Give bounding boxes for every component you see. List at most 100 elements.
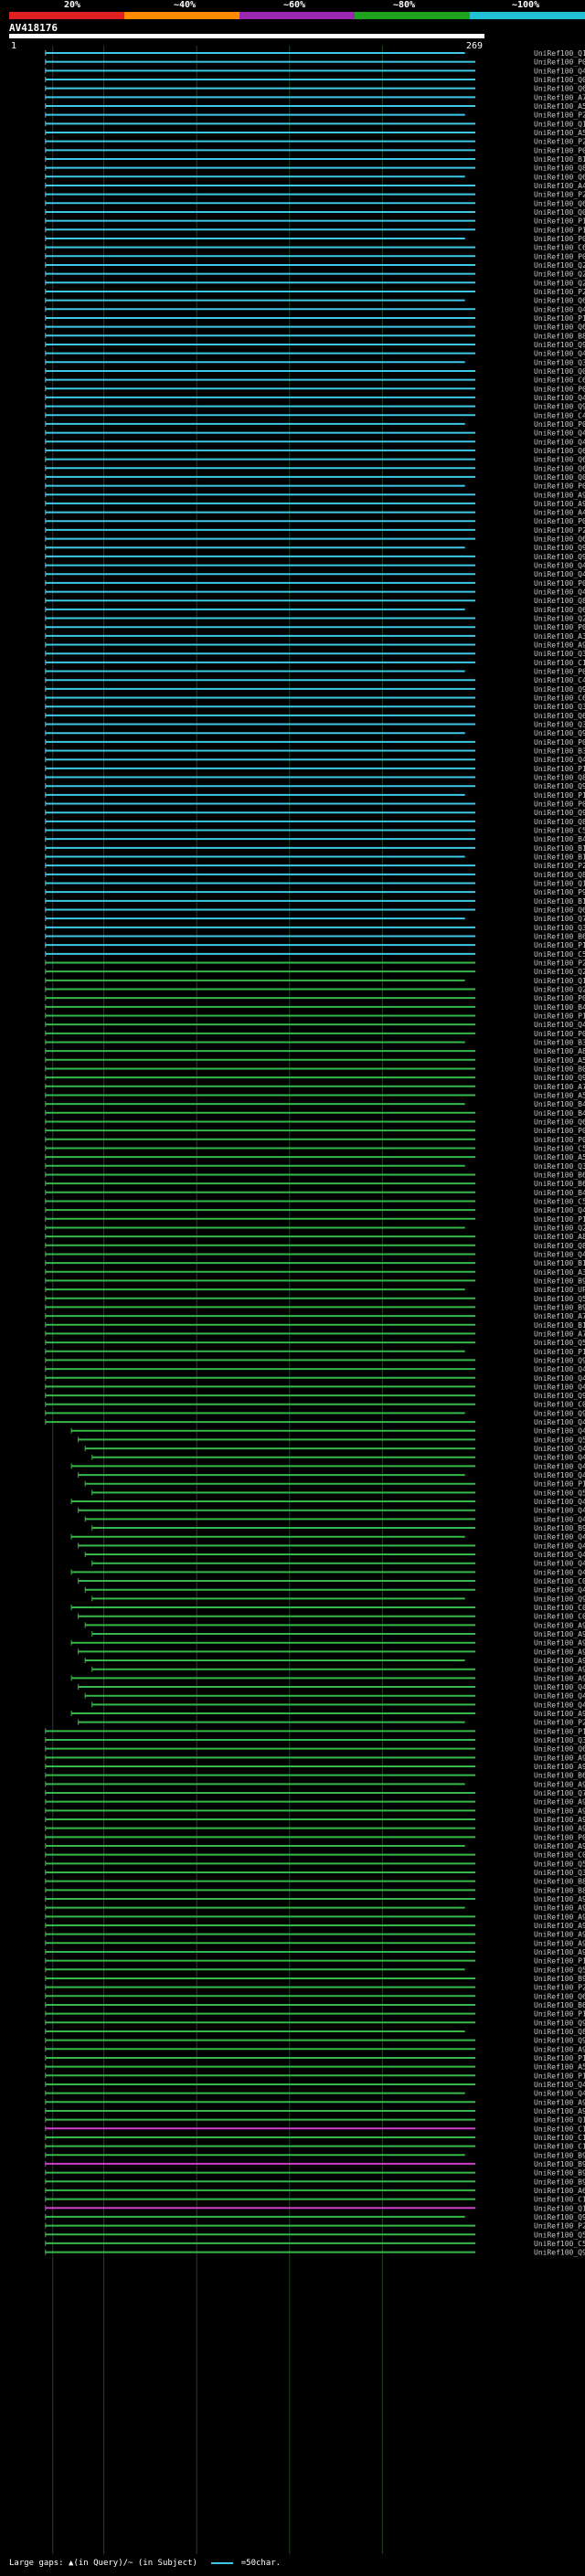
hit-label: UniRef100_P12470 xyxy=(534,314,585,323)
hit-label: UniRef100_B8G155 xyxy=(534,332,585,340)
hit-label: UniRef100_C1K587 xyxy=(534,2134,585,2142)
hit-label: UniRef100_A4F3R4 xyxy=(534,509,585,517)
hit-row: UniRef100_Q4VVR8 xyxy=(45,1383,585,1391)
large-gaps-note: Large gaps: ▲(in Query)/~ (in Subject) xyxy=(9,2559,197,2568)
hit-row: UniRef100_Q04686 xyxy=(45,208,585,217)
hit-row: UniRef100_Q4VVS8 xyxy=(70,1462,585,1470)
hit-label: UniRef100_P04159 xyxy=(534,1833,585,1841)
hit-label: UniRef100_A5BK14 xyxy=(534,1056,585,1065)
hit-label: UniRef100_P14276 xyxy=(534,2010,585,2019)
hit-label: UniRef100_Q9Y1R6 xyxy=(534,2249,585,2257)
hit-label: UniRef100_Q677F6 xyxy=(534,1118,585,1126)
hit-row: UniRef100_A9NLC1 xyxy=(45,1948,585,1956)
hit-row: UniRef100_Q9C5R6 xyxy=(45,809,585,817)
hit-label: UniRef100_P04784 xyxy=(534,1127,585,1135)
hit-row: UniRef100_C6TR32 xyxy=(45,694,585,703)
hit-row: UniRef100_Q9ZJ45 xyxy=(45,403,585,411)
hit-label: UniRef100_Q40087 xyxy=(534,1250,585,1258)
hit-row: UniRef100_B6SZT9 xyxy=(45,1772,585,1780)
hit-label: UniRef100_A7PJV3 xyxy=(534,93,585,101)
hit-label: UniRef100_Q4VVS0 xyxy=(534,1551,585,1559)
hit-label: UniRef100_B9LOY1 xyxy=(534,2178,585,2186)
hit-row: UniRef100_A9NRP2 xyxy=(45,1780,585,1788)
hit-label: UniRef100_A9NL88 xyxy=(534,1939,585,1947)
hit-row: UniRef100_A9RBD5 xyxy=(45,1895,585,1903)
hit-row: UniRef100_Q41787 xyxy=(45,1021,585,1029)
legend-label: ~40% xyxy=(174,0,197,10)
hit-row: UniRef100_Q9ZP05 xyxy=(45,685,585,694)
hit-label: UniRef100_A5B514 xyxy=(534,1091,585,1099)
hit-row: UniRef100_B3GSX4 xyxy=(45,747,585,756)
hit-row: UniRef100_Q9ZP08 xyxy=(45,553,585,561)
hit-row: UniRef100_Q64446 xyxy=(45,85,585,93)
hit-label: UniRef100_A3F6K2 xyxy=(534,632,585,641)
hit-row: UniRef100_B6SZ08 xyxy=(45,1180,585,1188)
hit-row: UniRef100_Q24401 xyxy=(45,985,585,993)
hit-row: UniRef100_P08963 xyxy=(45,1136,585,1144)
hit-label: UniRef100_C6TR32 xyxy=(534,694,585,703)
hit-label: UniRef100_C1K5D0 xyxy=(534,659,585,667)
hit-row: UniRef100_A9NWZ3 xyxy=(45,1904,585,1913)
legend-label: ~60% xyxy=(283,0,306,10)
hit-row: UniRef100_Q39141 xyxy=(45,924,585,932)
hit-label: UniRef100_Q41961 xyxy=(534,67,585,75)
hit-label: UniRef100_Q8W159 xyxy=(534,774,585,782)
hit-row: UniRef100_Q9SQB7 xyxy=(45,782,585,790)
hit-label: UniRef100_A9RTS2 xyxy=(534,1842,585,1850)
hit-label: UniRef100_Q7Y1A1 xyxy=(534,915,585,923)
hit-label: UniRef100_A9NM38 xyxy=(534,1931,585,1939)
hit-label: UniRef100_P14277 xyxy=(534,765,585,773)
hit-row: UniRef100_A9NFD6 xyxy=(45,2045,585,2053)
hit-row: UniRef100_Q41424 xyxy=(45,438,585,446)
hit-row: UniRef100_Q64449 xyxy=(45,173,585,181)
legend-segment xyxy=(124,12,239,19)
hit-label: UniRef100_P04783 xyxy=(534,146,585,154)
hit-label: UniRef100_P09756 xyxy=(534,252,585,260)
hit-row: UniRef100_B0L805 xyxy=(45,1065,585,1073)
hit-row: UniRef100_Q15317 xyxy=(45,880,585,888)
hit-label: UniRef100_Q9ZP08 xyxy=(534,553,585,561)
hit-label: UniRef100_P12330 xyxy=(534,1215,585,1224)
hit-label: UniRef100_P27495 xyxy=(534,111,585,120)
hit-row: UniRef100_B4G143 xyxy=(45,1189,585,1197)
hit-row: UniRef100_Q8LKH9 xyxy=(45,164,585,173)
hit-label: UniRef100_P12333 xyxy=(534,226,585,234)
hit-label: UniRef100_A9NRS2 xyxy=(534,1754,585,1762)
hit-row: UniRef100_C1K589 xyxy=(45,2125,585,2133)
hit-label: UniRef100_P12471 xyxy=(534,1348,585,1356)
hit-row: UniRef100_P04777 xyxy=(45,800,585,809)
hit-row: UniRef100_P12470 xyxy=(45,314,585,323)
hit-label: UniRef100_Q40185 xyxy=(534,350,585,358)
hit-row: UniRef100_C0PFA6 xyxy=(45,1851,585,1860)
hit-label: UniRef100_Q64448 xyxy=(534,199,585,207)
hit-row: UniRef100_A3F6K2 xyxy=(45,632,585,641)
hit-row: UniRef100_C1K586 xyxy=(45,2143,585,2151)
hit-row: UniRef100_A7Q0B4 xyxy=(45,1312,585,1320)
hit-label: UniRef100_B4F8D9 xyxy=(534,1100,585,1108)
hit-row: UniRef100_B4F8D9 xyxy=(45,1100,585,1108)
hit-row: UniRef100_P10049 xyxy=(45,2054,585,2062)
hit-row: UniRef100_B8G155 xyxy=(45,332,585,340)
hit-label: UniRef100_C0PAQ4 xyxy=(534,1401,585,1409)
hit-row: UniRef100_Q4V771 xyxy=(84,1586,585,1595)
hit-label: UniRef100_B6SZ08 xyxy=(534,1180,585,1188)
hit-label: UniRef100_Q4VVR8 xyxy=(534,1383,585,1391)
hit-row: UniRef100_A9NNW9 xyxy=(70,1710,585,1718)
hit-label: UniRef100_A9NT08 xyxy=(534,1648,585,1656)
hit-row: UniRef100_P07371 xyxy=(45,668,585,676)
hit-row: UniRef100_B9LOY1 xyxy=(45,2178,585,2186)
hit-label: UniRef100_C4L2S1 xyxy=(534,411,585,419)
hit-row: UniRef100_Q59YW9 xyxy=(45,1966,585,1974)
hit-row: UniRef100_Q67700 xyxy=(45,297,585,305)
hit-label: UniRef100_B9G329 xyxy=(534,1277,585,1285)
hit-row: UniRef100_Q64442 xyxy=(45,606,585,614)
hit-row: UniRef100_B9N8N2 xyxy=(45,2151,585,2159)
hit-row: UniRef100_B1PL33 xyxy=(45,155,585,164)
hit-row: UniRef100_A5HSS6 xyxy=(45,1153,585,1161)
hit-row: UniRef100_P13851 xyxy=(45,791,585,800)
hit-row: UniRef100_B9RN67 xyxy=(45,1303,585,1311)
hit-label: UniRef100_B4G143 xyxy=(534,1189,585,1197)
hit-label: UniRef100_Q64443 xyxy=(534,464,585,472)
hit-row: UniRef100_P12333 xyxy=(45,226,585,234)
hit-row: UniRef100_Q8V848 xyxy=(45,1242,585,1250)
